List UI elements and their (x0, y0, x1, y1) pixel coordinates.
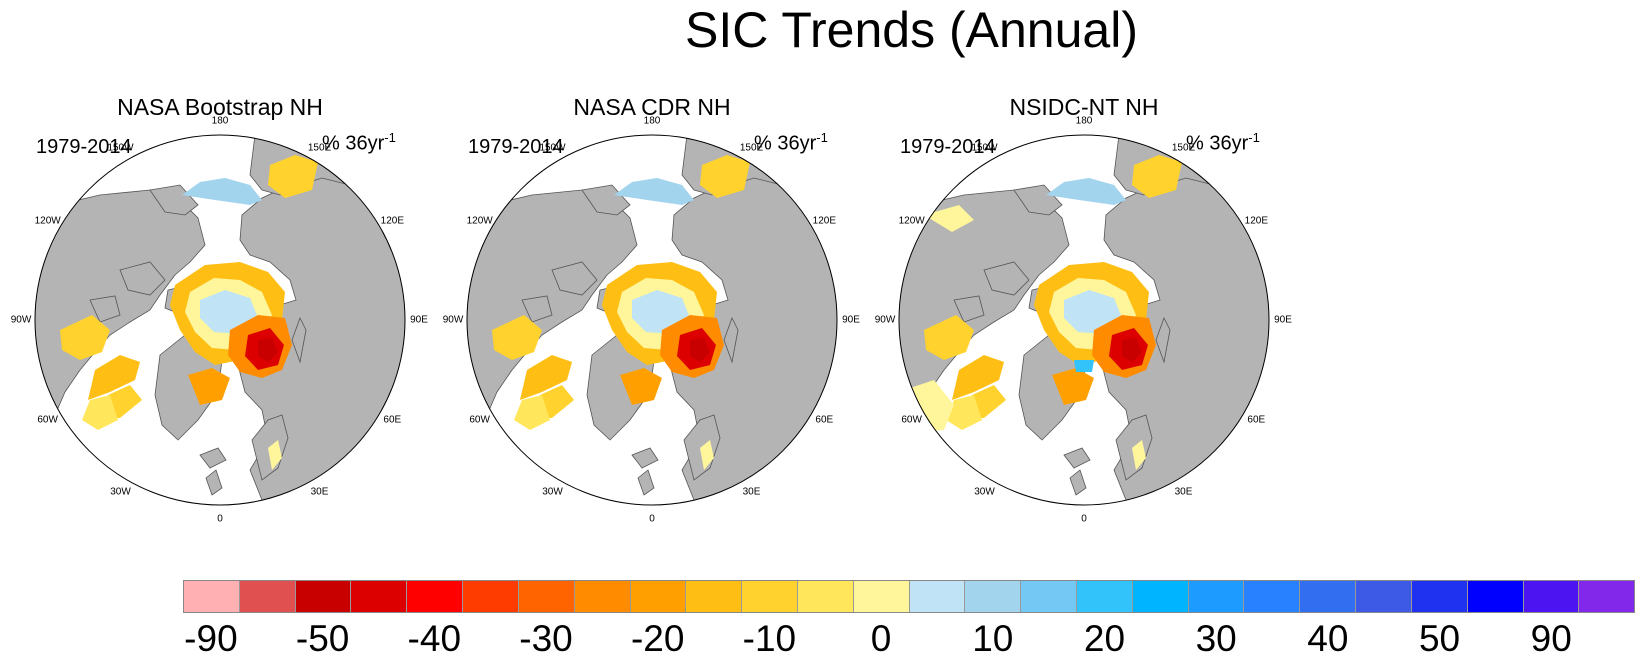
longitude-label: 30W (110, 486, 131, 498)
colorbar-swatch (965, 581, 1022, 612)
colorbar-swatch (742, 581, 798, 612)
colorbar-swatch (1188, 581, 1245, 612)
colorbar-tick-label: 10 (972, 618, 1014, 659)
colorbar-swatch (407, 581, 464, 612)
longitude-label: 30E (310, 486, 329, 498)
colorbar-swatch (1021, 581, 1077, 612)
colorbar-swatch (574, 581, 631, 612)
longitude-label: 30E (742, 486, 761, 498)
colorbar-tick-label: 30 (1195, 618, 1237, 659)
colorbar-swatch (686, 581, 743, 612)
panel-title: NSIDC-NT NH (1009, 94, 1159, 120)
colorbar-swatch (463, 581, 519, 612)
colorbar-tick-label: 90 (1530, 618, 1572, 659)
colorbar-tick-label: -20 (630, 618, 685, 659)
longitude-label: 150W (971, 142, 998, 154)
colorbar-tick-label: 50 (1418, 618, 1461, 659)
colorbar-tick-label: -90 (184, 618, 238, 659)
colorbar-tick-label: 0 (870, 618, 892, 659)
longitude-label: 120E (1244, 215, 1269, 226)
panel-title: NASA Bootstrap NH (117, 94, 323, 120)
colorbar-swatch (239, 581, 296, 612)
longitude-label: 60W (469, 414, 490, 425)
map-panel: NASA Bootstrap NH 1979-2014 % 36yr-1 180 15… (0, 0, 440, 540)
polar-map (898, 134, 1270, 506)
main-title: SIC Trends (Annual) (685, 2, 1138, 58)
longitude-label: 90E (1274, 314, 1292, 326)
period-label: 1979-2014 (900, 136, 996, 158)
longitude-label: 0 (1081, 513, 1087, 525)
longitude-label: 60W (37, 414, 58, 425)
longitude-label: 60E (815, 414, 834, 425)
longitude-label: 30E (1174, 486, 1193, 498)
colorbar-swatch (1244, 581, 1301, 612)
longitude-label: 60W (901, 414, 922, 425)
longitude-label: 150E (1171, 142, 1196, 154)
colorbar-swatch (853, 581, 910, 612)
longitude-label: 120W (466, 215, 493, 226)
period-label: 1979-2014 (36, 136, 132, 158)
longitude-label: 90E (842, 314, 860, 326)
units-label: % 36yr-1 (1186, 130, 1260, 155)
colorbar-swatch (630, 581, 687, 612)
longitude-label: 90W (442, 314, 464, 326)
colorbar-swatch (351, 581, 408, 612)
polar-map (34, 134, 406, 506)
units-label: % 36yr-1 (754, 130, 828, 155)
longitude-label: 180 (643, 115, 661, 127)
colorbar-swatch (1300, 581, 1357, 612)
longitude-label: 90W (874, 314, 896, 326)
colorbar-tick-label: 40 (1307, 618, 1349, 659)
colorbar-swatch (797, 581, 854, 612)
colorbar-swatch (1356, 581, 1412, 612)
longitude-label: 0 (217, 513, 223, 525)
longitude-label: 150E (739, 142, 764, 154)
colorbar-swatch (1077, 581, 1133, 612)
polar-map (466, 134, 838, 506)
longitude-label: 180 (1075, 115, 1093, 127)
colorbar-swatch (1579, 581, 1635, 612)
colorbar (183, 580, 1635, 613)
colorbar-swatch (1411, 581, 1468, 612)
longitude-label: 120W (898, 215, 925, 226)
longitude-label: 0 (649, 513, 655, 525)
colorbar-swatch (1467, 581, 1524, 612)
longitude-label: 120E (380, 215, 405, 226)
units-label: % 36yr-1 (322, 130, 396, 155)
colorbar-swatch (909, 581, 966, 612)
longitude-label: 120E (812, 215, 837, 226)
longitude-label: 30W (974, 486, 995, 498)
colorbar-swatch (1132, 581, 1189, 612)
longitude-label: 150E (307, 142, 332, 154)
longitude-label: 180 (211, 115, 229, 127)
longitude-label: 90E (410, 314, 428, 326)
colorbar-swatch (1523, 581, 1580, 612)
longitude-label: 120W (34, 215, 61, 226)
longitude-label: 150W (107, 142, 134, 154)
colorbar-tick-label: -50 (295, 618, 350, 659)
period-label: 1979-2014 (468, 136, 564, 158)
longitude-label: 150W (539, 142, 566, 154)
map-panel: NSIDC-NT NH 1979-2014 % 36yr-1 180 150E 120E… (864, 0, 1304, 540)
colorbar-tick-label: -10 (742, 618, 797, 659)
colorbar-swatch (518, 581, 575, 612)
map-panel: NASA CDR NH 1979-2014 % 36yr-1 180 150E 120E… (432, 0, 872, 540)
panel-title: NASA CDR NH (573, 94, 731, 120)
longitude-label: 60E (1247, 414, 1266, 425)
longitude-label: 60E (383, 414, 402, 425)
longitude-label: 30W (542, 486, 563, 498)
colorbar-tick-label: -40 (407, 618, 462, 659)
colorbar-swatch (295, 581, 352, 612)
longitude-label: 90W (10, 314, 32, 326)
colorbar-swatch (184, 581, 240, 612)
colorbar-tick-label: -30 (519, 618, 573, 659)
colorbar-tick-label: 20 (1083, 618, 1126, 659)
